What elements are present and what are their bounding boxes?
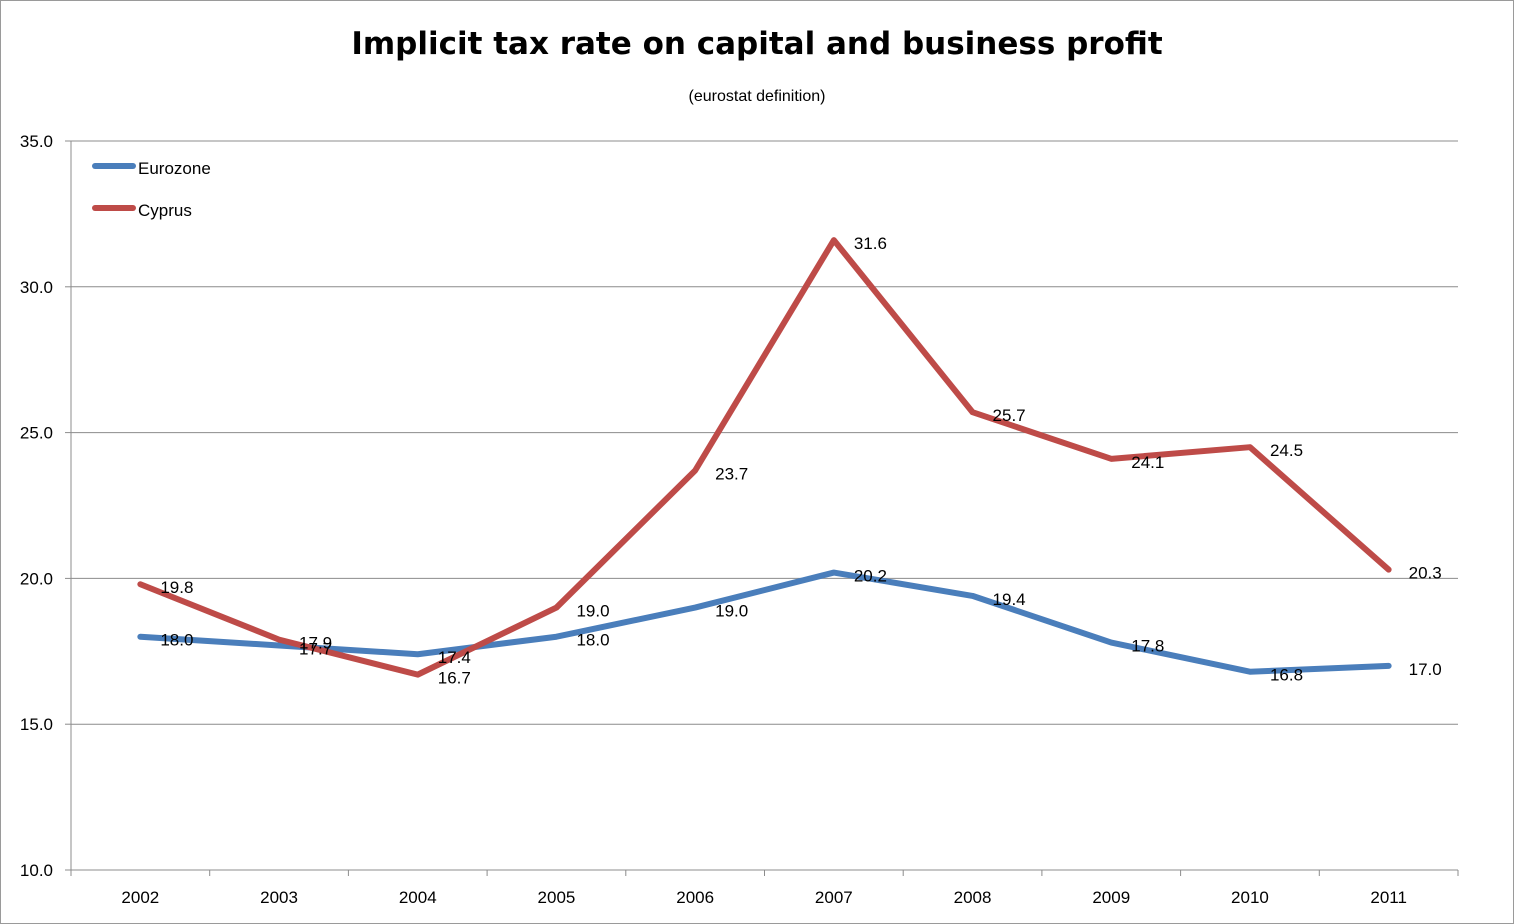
y-tick-label: 25.0 — [20, 424, 53, 443]
y-tick-label: 15.0 — [20, 715, 53, 734]
data-label: 18.0 — [576, 631, 609, 650]
data-label: 17.7 — [299, 639, 332, 658]
data-label: 16.7 — [438, 669, 471, 688]
data-label: 23.7 — [715, 465, 748, 484]
x-tick-label: 2004 — [399, 888, 437, 907]
x-tick-label: 2005 — [538, 888, 576, 907]
x-tick-label: 2010 — [1231, 888, 1269, 907]
data-label: 20.2 — [854, 567, 887, 586]
legend-label: Eurozone — [138, 159, 211, 178]
x-tick-label: 2007 — [815, 888, 853, 907]
data-label: 19.0 — [715, 602, 748, 621]
x-tick-label: 2006 — [676, 888, 714, 907]
data-label: 17.0 — [1409, 660, 1442, 679]
data-label: 17.9 — [299, 634, 332, 653]
chart-title: Implicit tax rate on capital and busines… — [351, 26, 1163, 62]
y-tick-label: 20.0 — [20, 569, 53, 588]
y-tick-label: 35.0 — [20, 132, 53, 151]
data-label: 17.4 — [438, 648, 471, 667]
data-label: 24.5 — [1270, 441, 1303, 460]
data-label: 31.6 — [854, 234, 887, 253]
x-tick-label: 2002 — [121, 888, 159, 907]
x-tick-label: 2003 — [260, 888, 298, 907]
axes: 10.0 15.0 20.0 25.0 30.0 35.0 2002 2003 2004 2005… — [20, 132, 1459, 907]
x-tick-label: 2009 — [1092, 888, 1130, 907]
data-label: 24.1 — [1131, 453, 1164, 472]
data-label: 20.3 — [1409, 564, 1442, 583]
data-labels: 18.0 17.7 17.4 18.0 19.0 20.2 19.4 17.8 16.8 17.0… — [160, 234, 1441, 687]
data-label: 19.4 — [993, 590, 1026, 609]
legend: Eurozone Cyprus — [92, 159, 211, 220]
data-label: 19.8 — [160, 578, 193, 597]
gridlines — [71, 140, 1458, 725]
chart-subtitle: (eurostat definition) — [688, 88, 826, 105]
series-lines — [137, 237, 1392, 678]
data-label: 17.8 — [1131, 637, 1164, 656]
data-label: 16.8 — [1270, 666, 1303, 685]
series-line-cyprus — [137, 237, 1392, 678]
series-line-eurozone — [137, 569, 1392, 675]
x-tick-label: 2008 — [954, 888, 992, 907]
x-tick-label: 2011 — [1370, 888, 1407, 907]
data-label: 18.0 — [160, 631, 193, 650]
y-tick-label: 10.0 — [20, 861, 53, 880]
legend-label: Cyprus — [138, 201, 192, 220]
data-label: 25.7 — [993, 406, 1026, 425]
y-tick-label: 30.0 — [20, 278, 53, 297]
data-label: 19.0 — [576, 602, 609, 621]
